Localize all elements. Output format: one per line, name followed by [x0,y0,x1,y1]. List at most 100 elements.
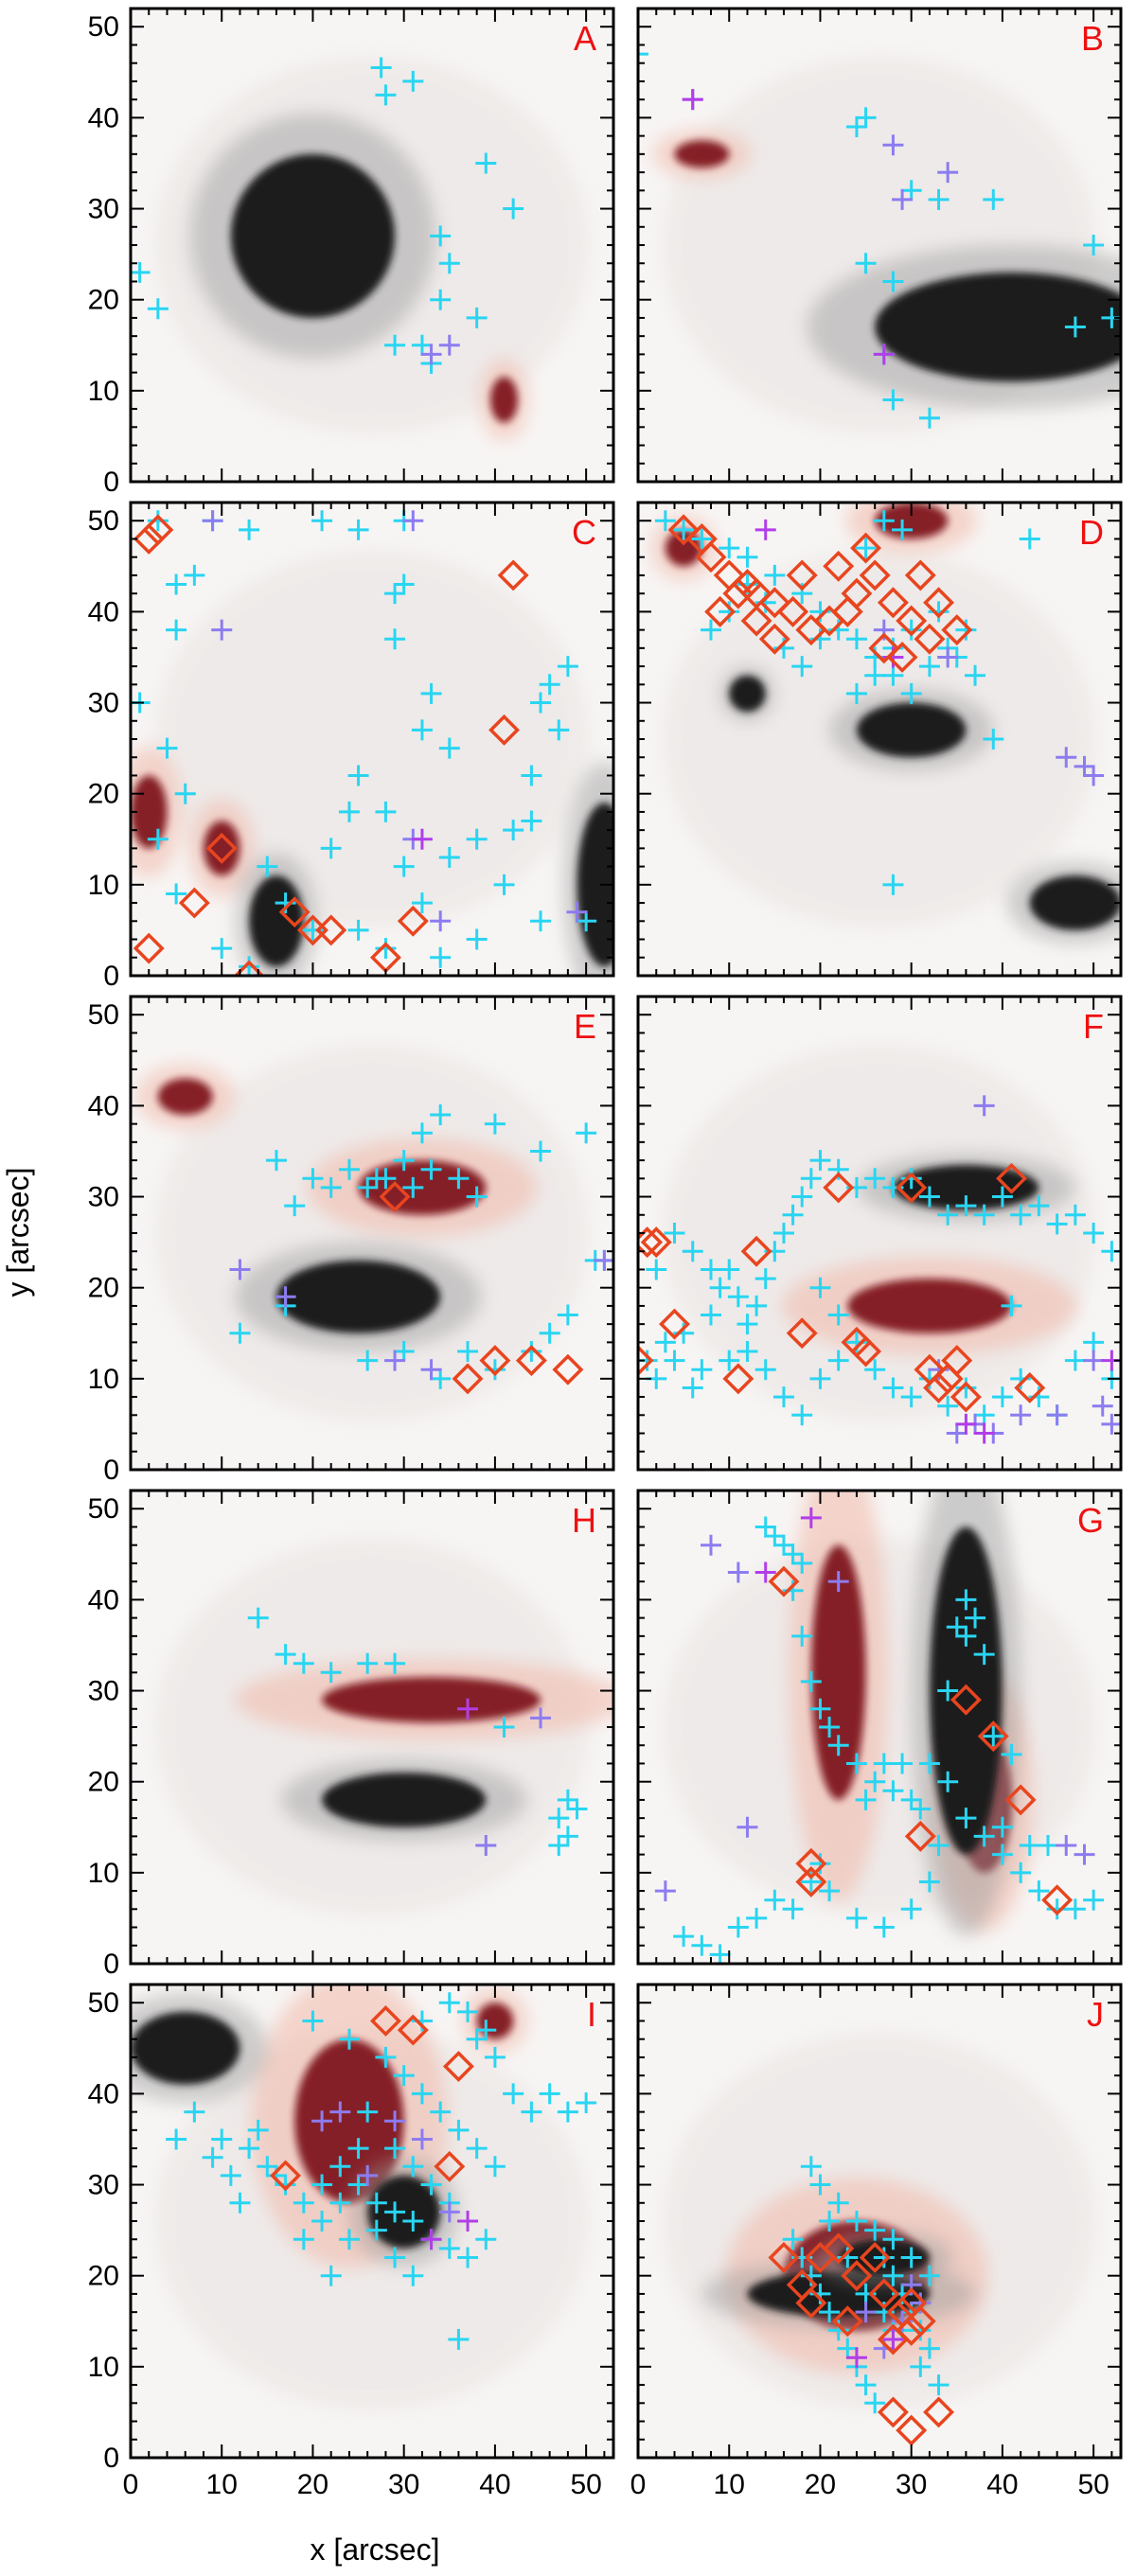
y-tick-label: 30 [88,1676,119,1707]
plus-marker-cyan [329,2156,351,2178]
y-tick-label: 10 [88,376,119,407]
plus-marker-cyan [900,1168,922,1190]
plus-marker-cyan [438,847,460,868]
plus-marker-magenta [845,2347,867,2369]
plus-marker-cyan [311,510,333,532]
plus-marker-magenta [955,1413,977,1435]
magnetogram-field [638,44,1121,434]
plus-marker-magenta [457,2211,479,2232]
y-tick-label: 0 [103,1949,119,1980]
plus-marker-violet [1074,1844,1095,1865]
plus-marker-cyan [466,828,488,850]
diamond-marker [850,1335,882,1367]
x-tick-label: 30 [388,2469,419,2500]
plus-marker-cyan [438,737,460,759]
x-tick-label: 50 [1077,2469,1109,2500]
plus-marker-violet [937,646,959,668]
plus-marker-violet [946,1422,967,1444]
diamond-marker [795,1865,827,1897]
diamond-marker [904,2305,936,2338]
plus-marker-cyan [357,2101,379,2123]
plus-marker-violet [438,2201,460,2223]
plus-marker-cyan [302,2010,324,2032]
plus-marker-cyan [937,1771,959,1792]
diamond-marker [868,2278,900,2310]
plus-marker-cyan [983,188,1004,210]
y-tick-label: 40 [88,2078,119,2109]
plus-marker-violet [329,2101,351,2123]
plus-marker-cyan [147,828,169,850]
y-tick-label: 0 [103,467,119,498]
plus-marker-cyan [882,873,904,895]
plus-marker-cyan [1083,235,1105,256]
diamond-marker [868,632,900,664]
plus-marker-cyan [700,1259,721,1280]
x-tick-label: 50 [570,2469,601,2500]
plus-marker-magenta [973,1422,995,1444]
plus-marker-violet [275,1286,296,1308]
plus-marker-violet [1092,1395,1113,1417]
plus-marker-cyan [521,2101,542,2123]
plus-marker-cyan [484,1359,506,1381]
plus-marker-cyan [700,619,721,641]
panel-label: E [574,1007,596,1046]
negative-polarity-region [275,1260,441,1333]
diamond-marker [859,559,891,591]
y-axis-title: y [arcsec] [1,1168,35,1297]
plus-marker-cyan [882,271,904,292]
plus-marker-cyan [411,719,433,741]
plus-marker-violet [438,334,460,356]
diamond-marker [859,2241,891,2273]
plus-marker-cyan [827,1350,849,1371]
plus-marker-cyan [530,692,552,714]
positive-polarity-region [490,377,518,423]
diamond-marker [896,605,928,637]
plus-marker-magenta [882,2329,904,2350]
plus-marker-violet [1046,1404,1068,1426]
plus-marker-violet [727,1561,749,1583]
plus-marker-cyan [791,656,813,678]
plus-marker-cyan [503,820,524,841]
diamond-marker [315,914,347,946]
plus-marker-violet [973,1095,995,1117]
plus-marker-cyan [864,2392,886,2414]
plus-marker-cyan [855,1789,877,1810]
plus-marker-cyan [937,1395,959,1417]
panel-a: 0 10 20 30 40 50 A [88,7,615,498]
positive-polarity-region [476,2003,514,2039]
plus-marker-cyan [275,2174,296,2196]
panel-label: J [1087,1995,1104,2034]
plus-marker-cyan [772,1534,794,1556]
plus-marker-cyan [457,1341,479,1362]
background-haze [154,550,590,928]
plus-marker-cyan [882,2229,904,2250]
positive-polarity-region [322,1677,541,1723]
plus-marker-cyan [882,1377,904,1399]
plus-marker-cyan [475,2020,497,2041]
plus-marker-cyan [530,1140,552,1162]
plus-marker-cyan [691,528,713,550]
plus-marker-cyan [737,546,758,568]
plus-marker-cyan [727,1916,749,1938]
magnetogram-field [662,2032,1097,2446]
y-tick-label: 20 [88,779,119,810]
x-tick-label: 0 [123,2469,139,2500]
diamond-marker [740,1235,772,1267]
diamond-marker [795,1847,827,1879]
diamond-marker [552,1353,584,1385]
plus-marker-cyan [1019,1835,1040,1856]
plus-marker-cyan [855,253,877,274]
y-tick-label: 0 [103,961,119,992]
ticks [130,1984,613,2459]
plus-marker-cyan [764,564,786,586]
panel-f: F [636,995,1123,1472]
plus-marker-cyan [430,946,452,968]
plus-marker-cyan [166,619,187,641]
magnetogram-field [135,1044,613,1422]
plus-marker-cyan [845,628,867,650]
plus-marker-cyan [347,2174,369,2196]
panel-d: D [636,501,1123,978]
diamond-marker [722,577,754,609]
plus-marker-cyan [855,107,877,129]
y-tick-label: 50 [88,999,119,1031]
